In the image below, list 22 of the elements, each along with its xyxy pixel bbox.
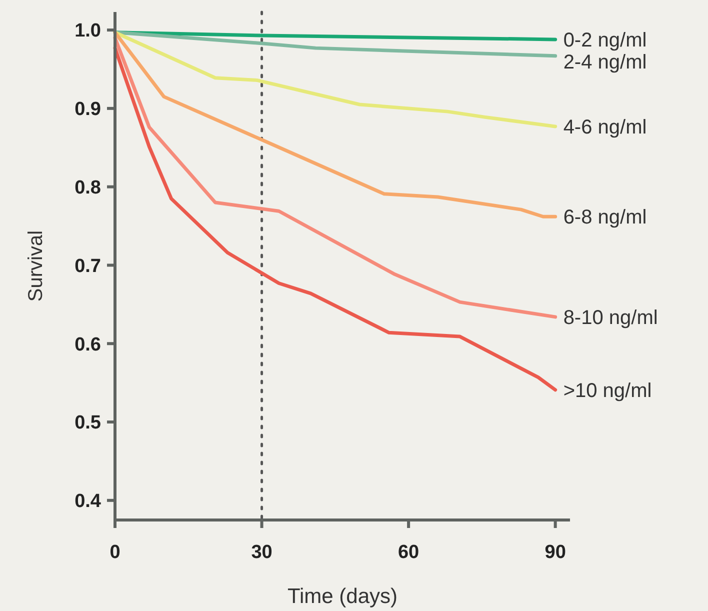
line-series — [113, 36, 558, 319]
series-label: 0-2 ng/ml — [563, 29, 647, 52]
x-tick-label: 90 — [544, 542, 566, 563]
line-series — [113, 30, 558, 218]
x-tick-label: 0 — [110, 542, 120, 563]
y-tick-label: 0.9 — [74, 99, 101, 120]
x-axis-title: Time (days) — [287, 585, 398, 608]
y-tick-label: 0.7 — [74, 256, 101, 277]
line-series — [113, 46, 558, 392]
series-label: 6-8 ng/ml — [563, 206, 647, 229]
y-tick-label: 0.6 — [74, 334, 101, 356]
y-tick-label: 0.4 — [74, 491, 102, 512]
y-tick-label: 1.0 — [74, 20, 101, 42]
series-label: >10 ng/ml — [563, 380, 652, 402]
y-tick-label: 0.8 — [74, 177, 101, 198]
series-label: 4-6 ng/ml — [563, 116, 647, 138]
y-tick-label: 0.5 — [74, 412, 102, 434]
series-label: 8-10 ng/ml — [563, 306, 658, 329]
y-axis-title: Survival — [25, 230, 47, 302]
x-tick-label: 60 — [398, 542, 420, 563]
series-label: 2-4 ng/ml — [563, 51, 647, 74]
x-tick-label: 30 — [251, 542, 272, 563]
